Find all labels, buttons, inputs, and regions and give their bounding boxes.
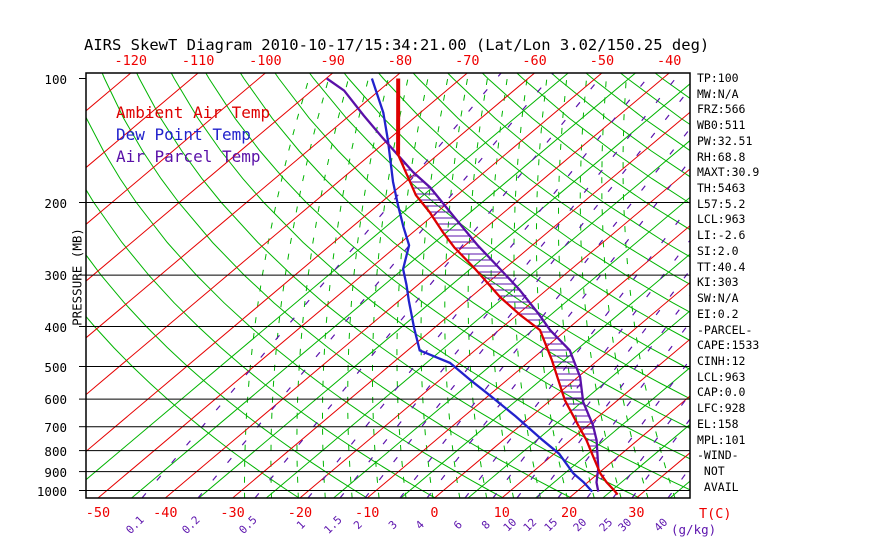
temp-bottom-tick-label: -20 xyxy=(287,505,313,521)
temp-top-tick-label: -80 xyxy=(387,53,413,69)
indices-panel: TP:100 MW:N/A FRZ:566 WB0:511 PW:32.51 RH:68.… xyxy=(697,71,759,495)
index-value: SW:N/A xyxy=(697,291,739,306)
chart-title: AIRS SkewT Diagram 2010-10-17/15:34:21.0… xyxy=(84,36,710,54)
temp-bottom-tick-label: 20 xyxy=(560,505,578,521)
index-value: WB0:511 xyxy=(697,118,746,133)
index-value: TP:100 xyxy=(697,71,739,85)
index-value: CAP:0.0 xyxy=(697,385,746,400)
index-value: TH:5463 xyxy=(697,181,746,196)
temp-top-tick-label: -70 xyxy=(455,53,480,69)
temp-top-tick-label: -50 xyxy=(589,53,615,69)
index-value: KI:303 xyxy=(697,275,739,290)
legend-item: Dew Point Temp xyxy=(116,125,251,144)
temp-bottom-tick-label: 10 xyxy=(493,505,510,521)
temp-bottom-tick-label: -40 xyxy=(153,505,178,521)
index-value: -WIND- xyxy=(697,448,739,463)
temp-bottom-tick-label: 30 xyxy=(628,505,645,521)
pressure-tick-label: 200 xyxy=(44,195,67,211)
index-value: TT:40.4 xyxy=(697,259,746,274)
mixing-unit-label: (g/kg) xyxy=(671,522,717,537)
index-value: RH:68.8 xyxy=(697,149,746,164)
index-value: LCL:963 xyxy=(697,369,746,384)
index-value: L57:5.2 xyxy=(697,196,746,211)
index-value: MW:N/A xyxy=(697,86,739,101)
index-value: LFC:928 xyxy=(697,401,746,416)
index-value: EL:158 xyxy=(697,416,739,431)
index-value: SI:2.0 xyxy=(697,243,739,258)
index-value: -PARCEL- xyxy=(697,322,753,337)
index-value: FRZ:566 xyxy=(697,102,746,117)
temp-top-tick-label: -90 xyxy=(320,53,345,69)
temp-bottom-tick-label: -50 xyxy=(85,505,111,521)
pressure-tick-label: 300 xyxy=(44,268,67,284)
temp-top-tick-label: -120 xyxy=(114,53,148,69)
pressure-tick-label: 100 xyxy=(44,71,67,87)
temp-bottom-tick-label: -30 xyxy=(220,505,245,521)
pressure-tick-label: 600 xyxy=(44,392,67,408)
index-value: AVAIL xyxy=(697,479,739,494)
temp-bottom-tick-label: 0 xyxy=(430,505,439,521)
index-value: MPL:101 xyxy=(697,432,746,447)
pressure-tick-label: 900 xyxy=(44,464,67,480)
legend: Ambient Air Temp Dew Point Temp Air Parcel… xyxy=(116,102,270,168)
index-value: MAXT:30.9 xyxy=(697,165,760,180)
temp-top-tick-label: -40 xyxy=(656,53,682,69)
pressure-tick-label: 1000 xyxy=(36,483,67,499)
legend-item: Air Parcel Temp xyxy=(116,147,261,166)
pressure-tick-label: 500 xyxy=(44,359,67,375)
index-value: CINH:12 xyxy=(697,353,746,368)
index-value: CAPE:1533 xyxy=(697,338,760,353)
index-value: LCL:963 xyxy=(697,212,746,227)
legend-item: Ambient Air Temp xyxy=(116,103,271,122)
temp-top-tick-label: -110 xyxy=(181,53,215,69)
pressure-tick-label: 700 xyxy=(44,419,67,435)
index-value: PW:32.51 xyxy=(697,133,753,148)
temp-top-tick-label: -60 xyxy=(522,53,547,69)
pressure-tick-label: 400 xyxy=(44,319,67,335)
index-value: NOT xyxy=(697,463,725,478)
index-value: EI:0.2 xyxy=(697,306,739,321)
temp-bottom-tick-label: -10 xyxy=(354,505,380,521)
temp-top-tick-label: -100 xyxy=(249,53,282,69)
temp-unit-label: T(C) xyxy=(699,506,732,522)
pressure-axis-label: PRESSURE (MB) xyxy=(69,228,85,326)
pressure-tick-label: 800 xyxy=(44,443,67,459)
index-value: LI:-2.6 xyxy=(697,228,746,243)
